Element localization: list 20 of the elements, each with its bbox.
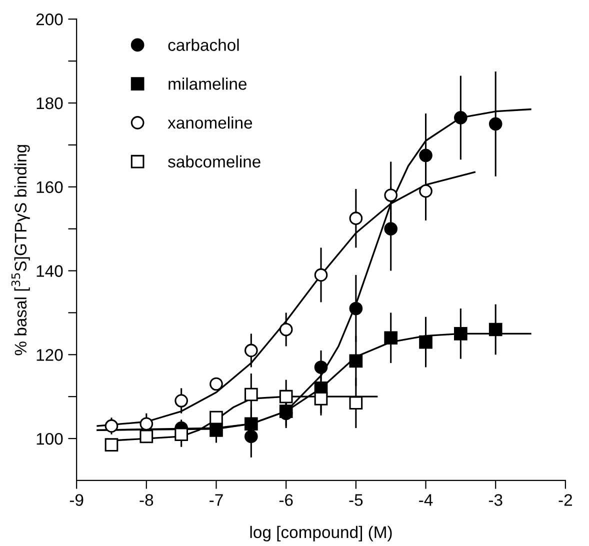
- x-tick-label: -3: [488, 494, 502, 506]
- legend-label: sabcomeline: [168, 155, 260, 168]
- x-tick-label: -4: [419, 494, 433, 506]
- y-tick-label: 160: [36, 181, 63, 194]
- y-axis-title: % basal [$^{35}$S]GTPγS binding: [11, 145, 30, 356]
- x-tick-label: -5: [349, 494, 363, 506]
- y-tick-label: 100: [36, 432, 63, 445]
- y-tick-label: 180: [36, 97, 63, 110]
- x-tick-label: -9: [70, 494, 84, 506]
- x-tick-label: -7: [210, 494, 223, 506]
- y-tick-label: 200: [36, 14, 63, 26]
- y-tick-label: 140: [36, 265, 63, 277]
- x-tick-label: -8: [140, 494, 154, 506]
- y-tick-label: 120: [36, 349, 63, 361]
- x-tick-label: -6: [279, 494, 293, 506]
- legend-label: milameline: [168, 78, 246, 90]
- legend-label: carbachol: [168, 38, 239, 51]
- x-tick-label: -2: [558, 494, 572, 506]
- x-axis-title: log [compound] (M): [250, 526, 392, 542]
- legend-label: xanomeline: [168, 116, 252, 129]
